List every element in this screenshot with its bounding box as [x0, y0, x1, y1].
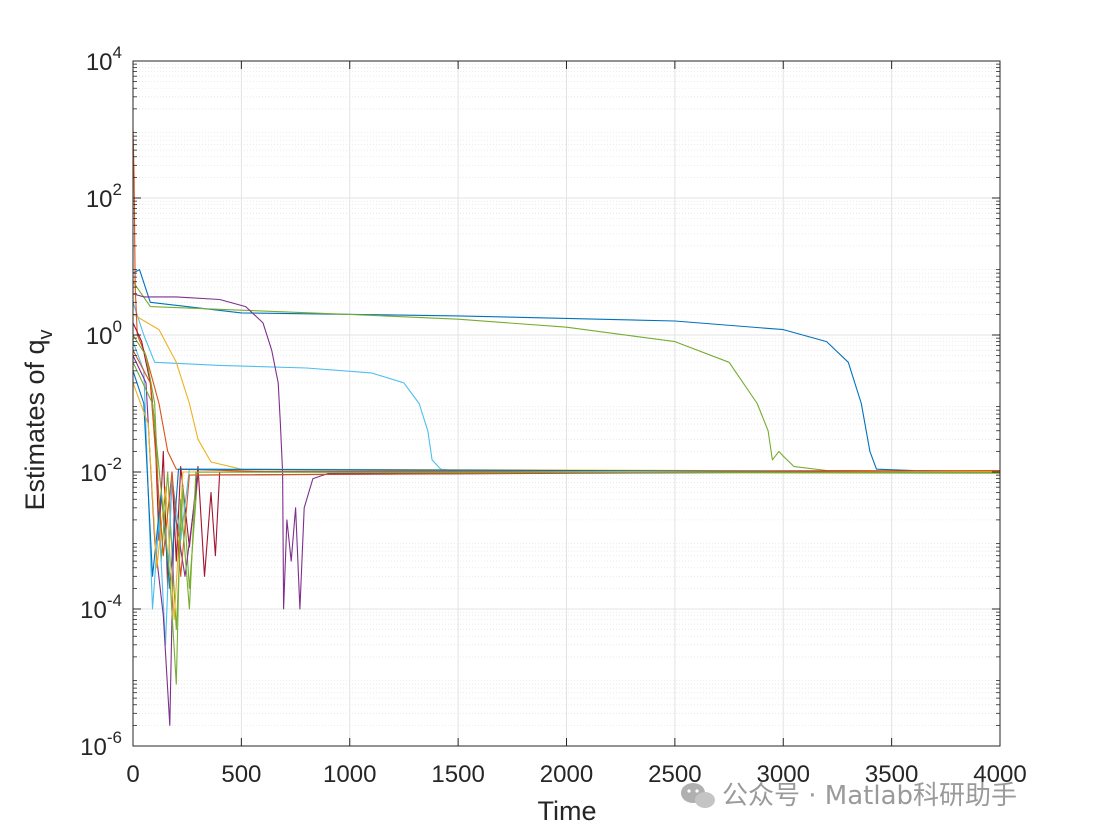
x-tick-label: 4000	[973, 761, 1026, 788]
series-line-2	[132, 281, 1001, 473]
y-tick-label: 104	[86, 43, 122, 76]
series-line-6	[132, 129, 1001, 474]
y-axis-label: Estimates of qv	[20, 329, 57, 510]
series-group	[132, 129, 1001, 726]
tick-marks	[132, 60, 1001, 747]
x-axis-label: Time	[538, 796, 597, 826]
series-line-14	[132, 362, 1001, 685]
y-tick-label: 102	[86, 180, 122, 213]
series-line-5	[132, 313, 1001, 472]
watermark: 公众号 · Matlab科研助手	[681, 781, 1017, 811]
y-tick-label: 10-2	[80, 454, 122, 487]
x-tick-label: 2000	[540, 761, 593, 788]
y-tick-label: 10-4	[80, 591, 122, 624]
x-tick-label: 1500	[431, 761, 484, 788]
x-tick-label: 3000	[757, 761, 810, 788]
y-tick-label: 10-6	[80, 728, 122, 761]
y-tick-label: 100	[86, 317, 122, 350]
x-tick-labels: 0 500 1000 1500 2000 2500 3000 3500 4000	[126, 761, 1026, 788]
y-axis-label-subscript: v	[35, 329, 57, 339]
y-tick-labels: 10-6 10-4 10-2 100 102 104	[80, 43, 122, 761]
x-tick-label: 1000	[323, 761, 376, 788]
series-line-12	[132, 382, 1001, 621]
x-tick-label: 500	[221, 761, 261, 788]
series-line-1	[132, 269, 1001, 472]
x-tick-label: 3500	[865, 761, 918, 788]
wechat-icon	[681, 783, 715, 808]
x-tick-label: 0	[126, 761, 139, 788]
y-axis-label-main: Estimates of q	[20, 339, 50, 510]
series-line-13	[132, 349, 1001, 577]
watermark-text: 公众号 · Matlab科研助手	[722, 781, 1017, 811]
